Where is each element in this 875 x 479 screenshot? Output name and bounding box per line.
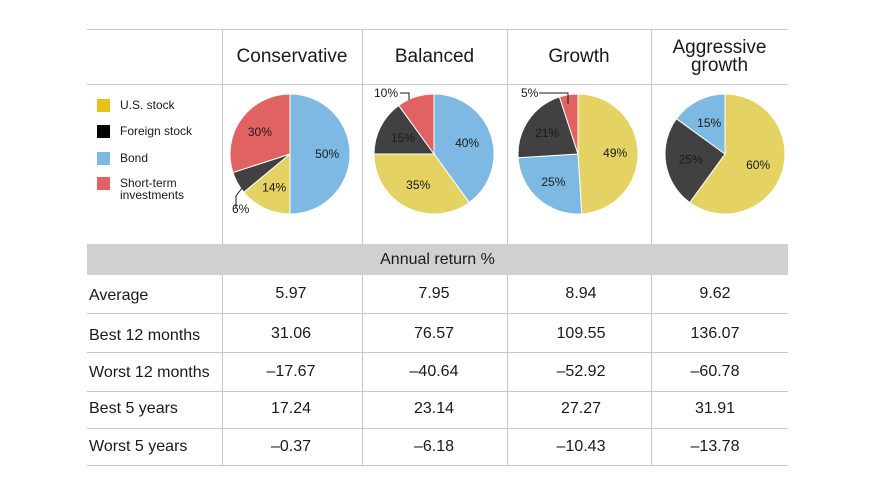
pie-slice-bond [433,93,495,204]
pie-slice-foreign [373,104,435,155]
row-label-best-12-months: Best 12 months [89,327,201,344]
slice-label: 60% [746,158,770,172]
column-divider [362,29,363,244]
table-cell: 7.95 [418,285,450,302]
column-header-growth: Growth [548,46,610,67]
legend-item-us-stock: U.S. stock [97,99,175,112]
table-cell: –60.78 [690,363,740,380]
row-rule [87,428,788,429]
table-cell: 109.55 [556,325,606,342]
column-header-aggressive-growth: Aggressive growth [672,37,767,76]
table-cell: 76.57 [413,325,455,342]
pie-slice-short [558,93,579,155]
legend-swatch [97,99,110,112]
pie-slice-bond [517,153,583,215]
slice-label: 10% [374,86,398,100]
slice-label: 21% [535,126,559,140]
pie-slice-foreign [517,96,579,159]
column-divider [651,29,652,244]
table-cell: –52.92 [556,363,606,380]
table-cell: –10.43 [556,438,606,455]
column-divider [507,275,508,465]
pie-slice-short [398,93,435,156]
table-cell: –40.64 [409,363,459,380]
slice-label: 25% [679,152,703,166]
column-divider [222,29,223,244]
top-rule [87,29,788,30]
column-divider [507,29,508,244]
bottom-rule [87,465,788,466]
column-divider [222,275,223,465]
slice-label: 40% [455,136,479,150]
slice-label: 50% [315,147,339,161]
pie-slice-us [243,152,291,215]
leader-line [235,187,243,208]
table-cell: –17.67 [266,363,316,380]
pie-slice-us [689,93,786,215]
pie-slice-bond [289,93,351,215]
row-rule [87,313,788,314]
slice-label: 5% [521,86,539,100]
slice-label: 14% [262,181,286,195]
table-cell: 31.91 [694,400,736,417]
slice-label: 35% [406,178,430,192]
pie-slice-foreign [664,118,726,204]
header-rule [87,84,788,85]
row-label-worst-5-years: Worst 5 years [89,438,188,455]
row-label-average: Average [89,287,149,304]
slice-label: 6% [232,202,250,216]
legend-label: U.S. stock [120,98,175,112]
table-cell: 5.97 [275,285,307,302]
table-cell: 136.07 [690,325,740,342]
legend-swatch [97,177,110,190]
legend-label: Short-term investments [120,176,185,202]
slice-label: 15% [391,131,415,145]
legend-swatch [97,152,110,165]
pie-slice-bond [675,93,726,155]
table-cell: 9.62 [699,285,731,302]
leader-line [400,92,410,100]
row-rule [87,352,788,353]
leader-line [539,92,569,104]
slice-label: 15% [697,116,721,130]
row-label-worst-12-months: Worst 12 months [89,364,210,381]
pie-slice-us [373,153,470,215]
row-label-best-5-years: Best 5 years [89,400,178,417]
table-cell: –0.37 [270,438,312,455]
pie-slice-short [229,93,291,174]
table-cell: 8.94 [565,285,597,302]
table-cell: 27.27 [560,400,602,417]
table-cell: –6.18 [413,438,455,455]
legend-swatch [97,125,110,138]
table-cell: 31.06 [270,325,312,342]
pie-slice-us [577,93,639,215]
column-divider [362,275,363,465]
slice-label: 49% [603,146,627,160]
slice-label: 25% [541,175,565,189]
table-cell: 23.14 [413,400,455,417]
legend-item-foreign-stock: Foreign stock [97,125,192,138]
column-header-conservative: Conservative [236,46,348,67]
slice-label: 30% [248,125,272,139]
table-title: Annual return % [87,244,788,275]
legend-item-bond: Bond [97,152,148,165]
column-divider [651,275,652,465]
table-cell: 17.24 [270,400,312,417]
row-rule [87,391,788,392]
legend-label: Foreign stock [120,124,193,138]
legend-item-short-term: Short-term investments [97,177,184,201]
legend-label: Bond [120,151,149,165]
column-header-balanced: Balanced [394,46,475,67]
table-cell: –13.78 [690,438,740,455]
